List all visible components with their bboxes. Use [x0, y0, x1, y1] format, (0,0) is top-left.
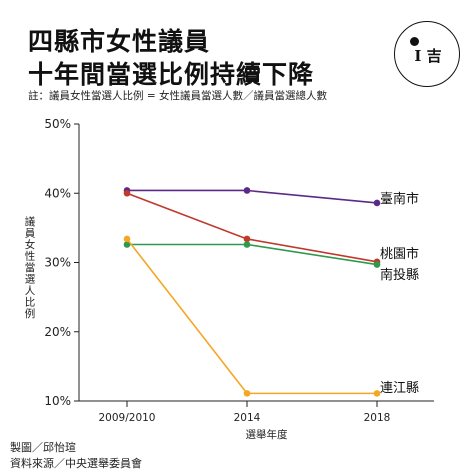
data-point	[123, 241, 131, 248]
chart-note: 註：議員女性當選人比例 = 女性議員當選人數／議員當選總人數	[28, 90, 327, 102]
y-tick-label: 20%	[44, 325, 71, 339]
series-label: 南投縣	[380, 267, 419, 283]
y-axis-title-char: 女	[25, 238, 36, 251]
y-tick-label: 40%	[44, 186, 71, 200]
data-point	[243, 235, 251, 243]
x-tick-label: 2014	[234, 412, 261, 424]
y-tick-label: 50%	[44, 117, 71, 131]
y-axis-title-char: 性	[25, 250, 36, 263]
y-axis-title: 議員女性當選人比例	[25, 215, 36, 320]
y-axis-title-char: 員	[25, 228, 36, 240]
y-axis-title-char: 當	[25, 261, 36, 274]
credit-source: 資料來源／中央選舉委員會	[10, 457, 142, 470]
logo-glyph: I 吉	[414, 47, 442, 65]
series-label: 桃園市	[380, 246, 419, 262]
data-point	[373, 390, 381, 397]
x-tick-label: 2018	[364, 412, 391, 424]
data-point	[373, 261, 381, 268]
credit-design: 製圖／邱怡瑄	[10, 441, 76, 454]
y-axis-title-char: 人	[25, 285, 36, 297]
series-label: 臺南市	[380, 191, 419, 207]
series-line	[126, 192, 378, 263]
x-tick-label: 2009/2010	[99, 412, 156, 424]
data-point	[123, 235, 131, 243]
series-label: 連江縣	[380, 381, 419, 396]
x-axis-title: 選舉年度	[246, 428, 288, 441]
y-tick-label: 10%	[44, 394, 71, 408]
chart-title-line-2: 十年間當選比例持續下降	[28, 60, 315, 89]
brand-logo-icon: I 吉	[394, 21, 460, 87]
data-point	[243, 390, 251, 397]
chart-title-line-1: 四縣市女性議員	[28, 27, 211, 56]
data-point	[123, 189, 131, 197]
y-axis-title-char: 選	[25, 273, 36, 286]
logo-dot	[410, 37, 419, 46]
y-axis-title-char: 例	[25, 307, 36, 320]
series-line	[126, 238, 377, 395]
series-line	[127, 189, 378, 204]
data-point	[373, 199, 381, 207]
data-point	[243, 241, 251, 248]
y-axis-title-char: 比	[25, 296, 36, 309]
y-axis-title-char: 議	[25, 215, 36, 228]
y-tick-label: 30%	[44, 256, 71, 270]
data-point	[243, 187, 251, 194]
